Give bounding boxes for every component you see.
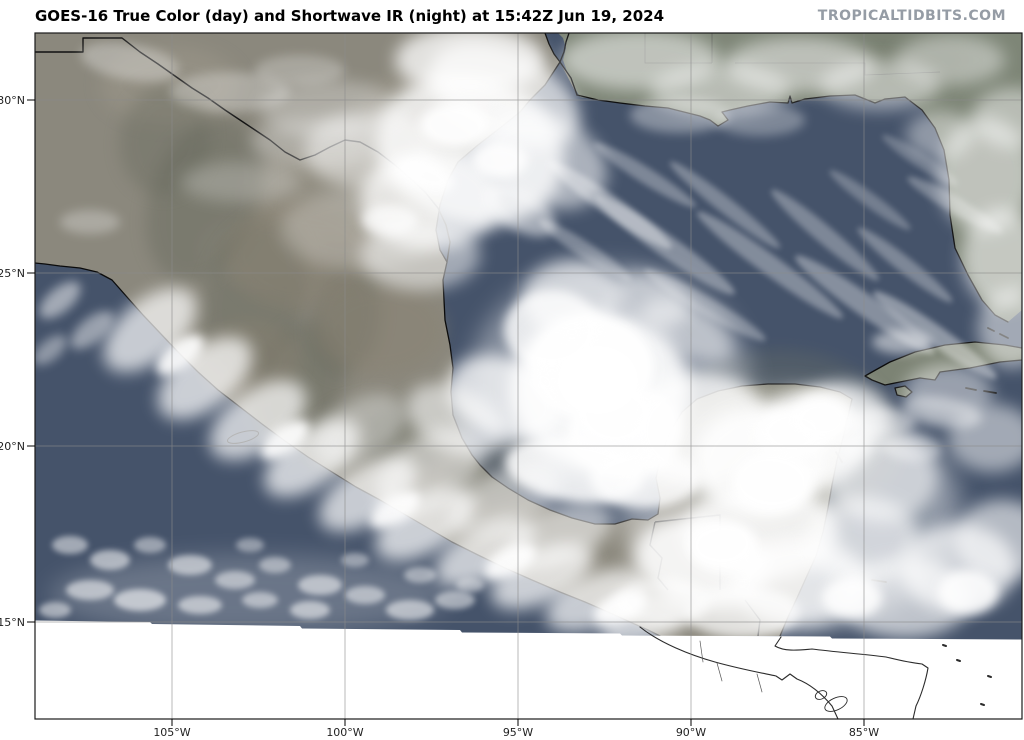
axis-ticks [27, 99, 865, 726]
lon-label-90w: 90°W [676, 726, 706, 739]
lat-label-15n: 15°N [0, 616, 25, 629]
central-america-outlines [639, 626, 992, 719]
clouds-louisiana-haze [560, 33, 1005, 136]
lon-label-95w: 95°W [503, 726, 533, 739]
lat-label-20n: 20°N [0, 440, 25, 453]
lat-label-30n: 30°N [0, 94, 25, 107]
clouds-yucatan-caribbean [614, 372, 1022, 638]
image-title: GOES-16 True Color (day) and Shortwave I… [35, 7, 664, 25]
lon-label-85w: 85°W [849, 726, 879, 739]
map-frame [34, 32, 1023, 720]
clouds-pacific-cumulus-field [39, 536, 484, 635]
clouds-pacific-coast-band [35, 281, 696, 647]
cloud-layer [35, 33, 1022, 647]
clouds-florida-east [848, 88, 1022, 472]
tropicaltidbits-watermark: TROPICALTIDBITS.COM [818, 8, 1006, 24]
lon-label-100w: 100°W [326, 726, 363, 739]
lat-label-25n: 25°N [0, 267, 25, 280]
lon-label-105w: 105°W [153, 726, 190, 739]
landmass-cuba [865, 342, 1022, 385]
graticule [35, 33, 1022, 719]
